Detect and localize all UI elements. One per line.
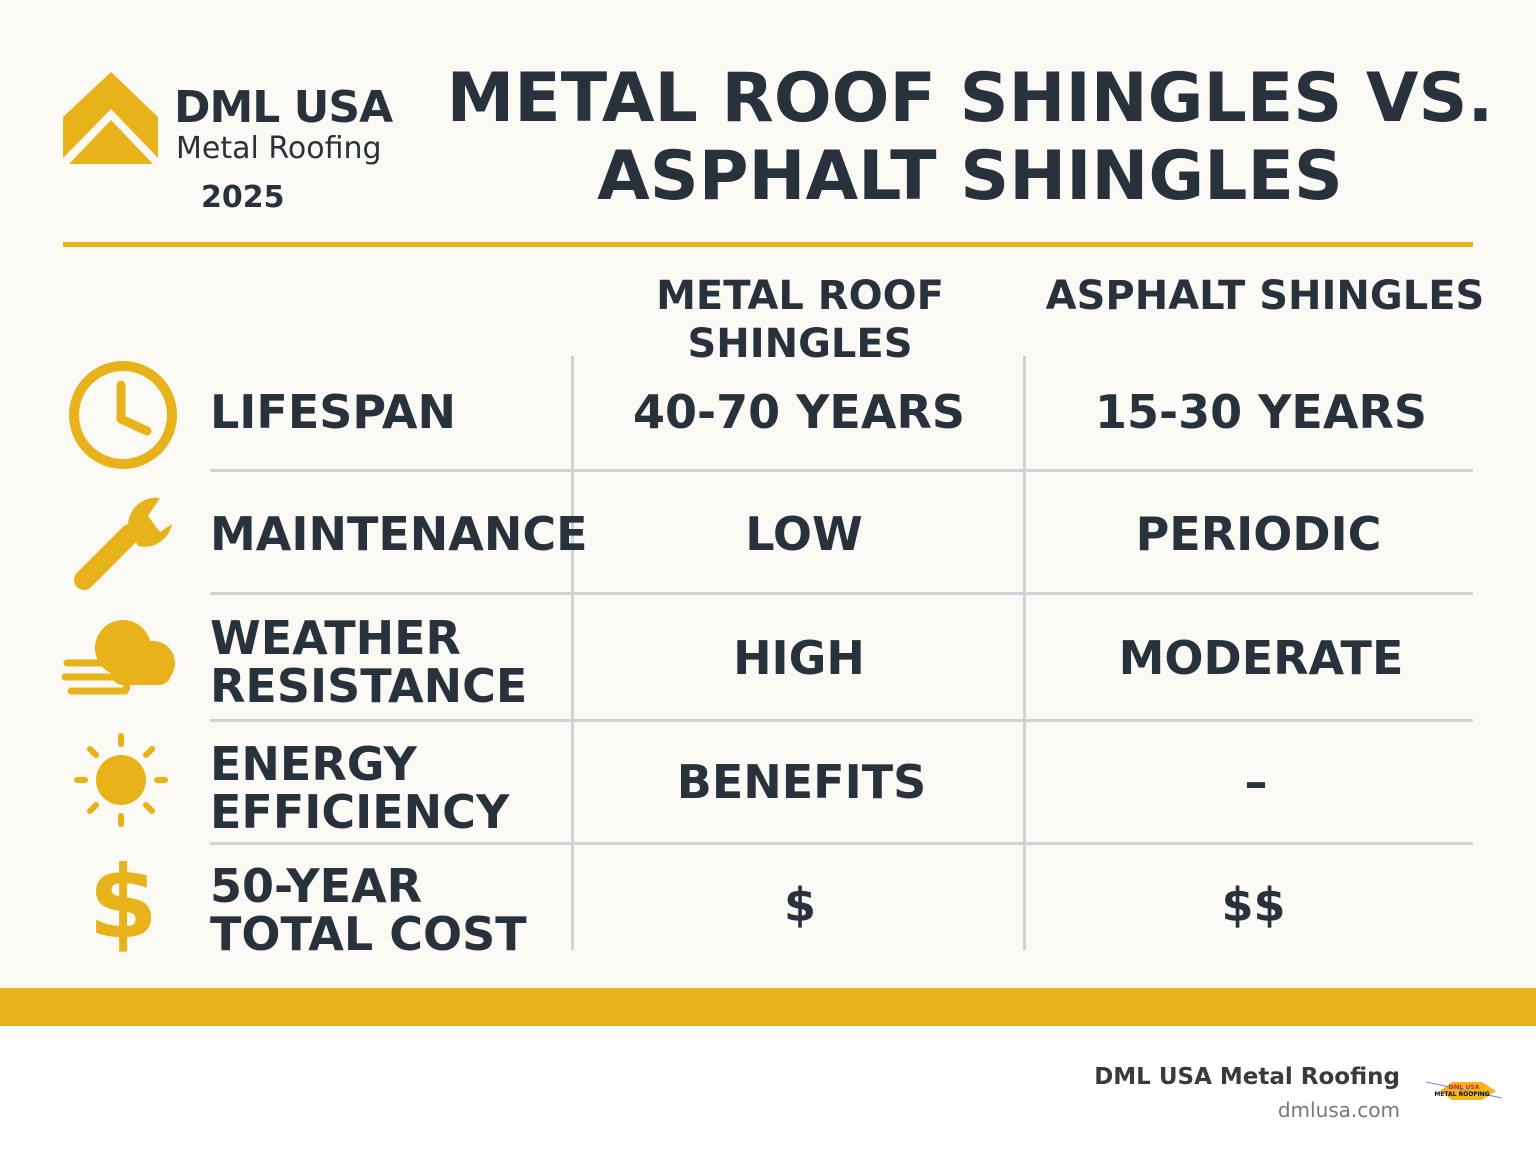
- row-divider: [210, 719, 1473, 722]
- asphalt-lifespan: 15-30 YEARS: [1094, 385, 1428, 439]
- metal-maintenance: LOW: [745, 507, 863, 561]
- background: [0, 0, 1536, 988]
- footer-band: [0, 988, 1536, 1026]
- svg-text:METAL ROOFING: METAL ROOFING: [1434, 1091, 1489, 1098]
- clock-icon: [63, 357, 183, 472]
- row-label: LIFESPAN: [210, 385, 456, 439]
- row-divider: [210, 592, 1473, 595]
- row-divider: [210, 469, 1473, 472]
- footer-company: DML USA Metal Roofing: [1094, 1064, 1400, 1090]
- metal-weather-resistance: HIGH: [733, 631, 865, 685]
- footer-logo-icon: DML USA METAL ROOFING: [1425, 1081, 1503, 1100]
- title-line-1: METAL ROOF SHINGLES VS.: [446, 59, 1494, 138]
- column-divider: [1023, 356, 1026, 950]
- metal-total-cost: $: [783, 878, 816, 932]
- roof-logo-icon: [63, 72, 158, 164]
- footer-url[interactable]: dmlusa.com: [1277, 1098, 1400, 1122]
- page-title: METAL ROOF SHINGLES VS. ASPHALT SHINGLES: [430, 60, 1510, 216]
- row-label: ENERGY EFFICIENCY: [210, 737, 510, 839]
- wind-cloud-icon: [60, 610, 180, 710]
- brand-year: 2025: [201, 180, 285, 215]
- sun-icon: [68, 730, 174, 830]
- metal-energy-efficiency: BENEFITS: [676, 755, 927, 809]
- column-divider: [571, 356, 574, 950]
- row-label: MAINTENANCE: [210, 507, 588, 561]
- brand-name: DML USA: [174, 82, 393, 133]
- metal-lifespan: 40-70 YEARS: [632, 385, 966, 439]
- svg-text:DML USA: DML USA: [1449, 1084, 1480, 1091]
- title-divider: [63, 242, 1473, 247]
- dollar-icon: $: [88, 844, 158, 961]
- row-label: 50-YEAR TOTAL COST: [210, 859, 527, 961]
- row-label: WEATHER RESISTANCE: [210, 611, 528, 713]
- brand-subtitle: Metal Roofing: [176, 131, 382, 166]
- row-divider: [210, 842, 1473, 845]
- asphalt-weather-resistance: MODERATE: [1118, 631, 1404, 685]
- asphalt-maintenance: PERIODIC: [1135, 507, 1382, 561]
- column-header-asphalt: ASPHALT SHINGLES: [1045, 273, 1485, 319]
- asphalt-energy-efficiency: –: [1244, 755, 1268, 809]
- asphalt-total-cost: $$: [1221, 878, 1286, 932]
- column-header-metal: METAL ROOF SHINGLES: [656, 273, 944, 367]
- wrench-icon: [63, 485, 183, 595]
- title-line-2: ASPHALT SHINGLES: [597, 137, 1343, 216]
